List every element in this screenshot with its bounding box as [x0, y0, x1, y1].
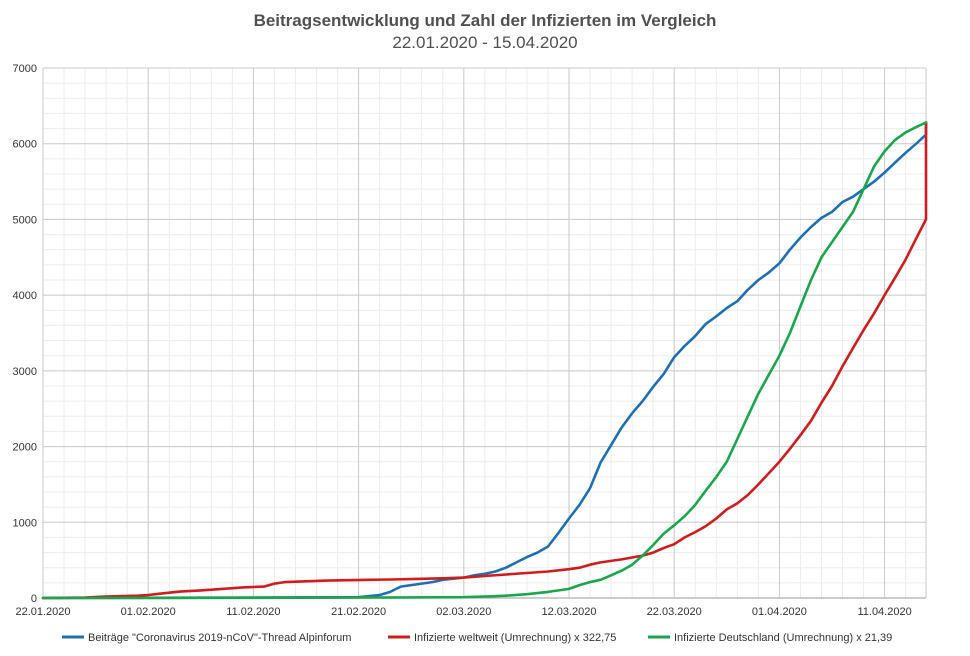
- x-tick-label: 11.04.2020: [857, 606, 911, 618]
- x-tick-label: 22.01.2020: [15, 606, 70, 618]
- y-tick-label: 4000: [13, 290, 37, 302]
- y-tick-label: 6000: [13, 139, 37, 151]
- y-axis-tick-labels: 0 1000 2000 3000 4000 5000 6000 7000: [13, 63, 37, 605]
- x-tick-label: 12.03.2020: [541, 606, 596, 618]
- x-tick-label: 02.03.2020: [436, 606, 491, 618]
- x-tick-label: 11.02.2020: [226, 606, 280, 618]
- legend-label-0: Beiträge "Coronavirus 2019-nCoV"-Thread …: [88, 632, 351, 644]
- y-tick-label: 2000: [13, 442, 37, 454]
- x-tick-label: 22.03.2020: [647, 606, 702, 618]
- x-tick-label: 21.02.2020: [331, 606, 386, 618]
- legend-label-1: Infizierte weltweit (Umrechnung) x 322,7…: [414, 632, 616, 644]
- series-line-1: [41, 121, 928, 600]
- legend-label-2: Infizierte Deutschland (Umrechnung) x 21…: [674, 632, 892, 644]
- y-tick-label: 1000: [13, 517, 37, 529]
- x-tick-label: 01.02.2020: [121, 606, 176, 618]
- legend: Beiträge "Coronavirus 2019-nCoV"-Thread …: [62, 632, 892, 644]
- x-axis-tick-labels: 22.01.2020 01.02.2020 11.02.2020 21.02.2020…: [15, 606, 911, 618]
- y-tick-label: 5000: [13, 214, 37, 226]
- chart-title: Beitragsentwicklung und Zahl der Infizie…: [254, 11, 717, 30]
- y-tick-label: 3000: [13, 366, 37, 378]
- series-line-2: [41, 121, 928, 600]
- minor-grid: [43, 68, 926, 598]
- y-tick-label: 7000: [13, 63, 37, 75]
- series-lines: [41, 121, 928, 600]
- chart-subtitle: 22.01.2020 - 15.04.2020: [392, 33, 577, 52]
- x-tick-label: 01.04.2020: [752, 606, 807, 618]
- y-tick-label: 0: [31, 593, 37, 605]
